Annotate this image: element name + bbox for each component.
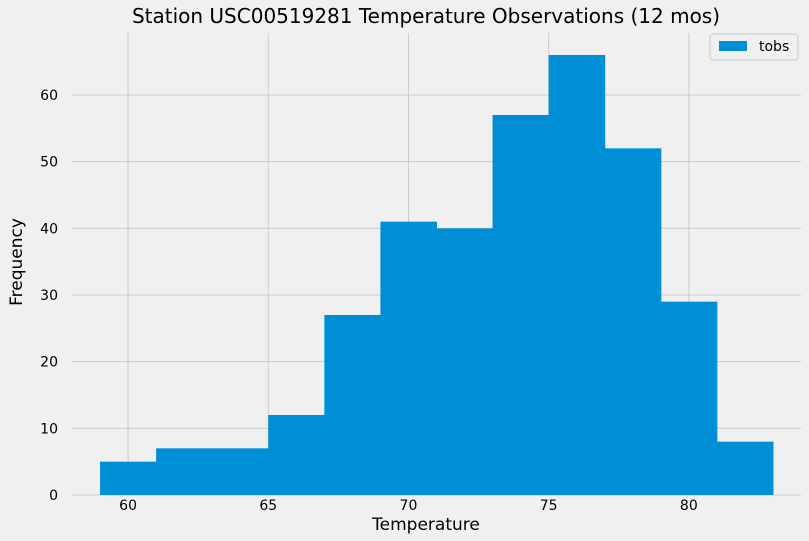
y-tick-label: 0 (49, 488, 58, 504)
histogram-bar (100, 461, 157, 495)
x-tick-label: 80 (680, 498, 698, 514)
histogram-bar (548, 55, 606, 495)
x-axis-label: Temperature (371, 515, 480, 535)
legend-box (709, 33, 799, 61)
y-tick-label: 60 (40, 88, 58, 104)
y-axis-label: Frequency (7, 218, 27, 306)
histogram-bar (604, 148, 662, 496)
histogram-bar (492, 115, 550, 495)
y-tick-label: 30 (40, 288, 58, 304)
histogram-bar (716, 441, 774, 495)
histogram-bar (268, 415, 325, 495)
bars (100, 55, 774, 496)
x-tick-label: 70 (400, 498, 418, 514)
histogram-bar (660, 301, 718, 495)
y-tick-label: 40 (40, 221, 58, 237)
legend-swatch (719, 41, 747, 51)
y-tick-label: 20 (40, 355, 58, 371)
y-tick-labels: 0 10 20 30 40 50 60 (40, 88, 58, 504)
x-tick-label: 65 (259, 498, 277, 514)
histogram-bar (436, 228, 494, 496)
y-tick-label: 10 (40, 421, 58, 437)
histogram-bar (380, 221, 437, 495)
x-tick-label: 75 (540, 498, 558, 514)
legend: tobs (709, 33, 799, 61)
chart-title: Station USC00519281 Temperature Observat… (132, 4, 720, 28)
legend-label-tobs: tobs (759, 39, 789, 55)
histogram-bar (212, 448, 269, 495)
x-tick-labels: 60 65 70 75 80 (119, 498, 698, 514)
x-tick-label: 60 (119, 498, 137, 514)
y-tick-label: 50 (40, 155, 58, 171)
histogram-bar (156, 448, 213, 495)
histogram-bar (324, 315, 381, 495)
